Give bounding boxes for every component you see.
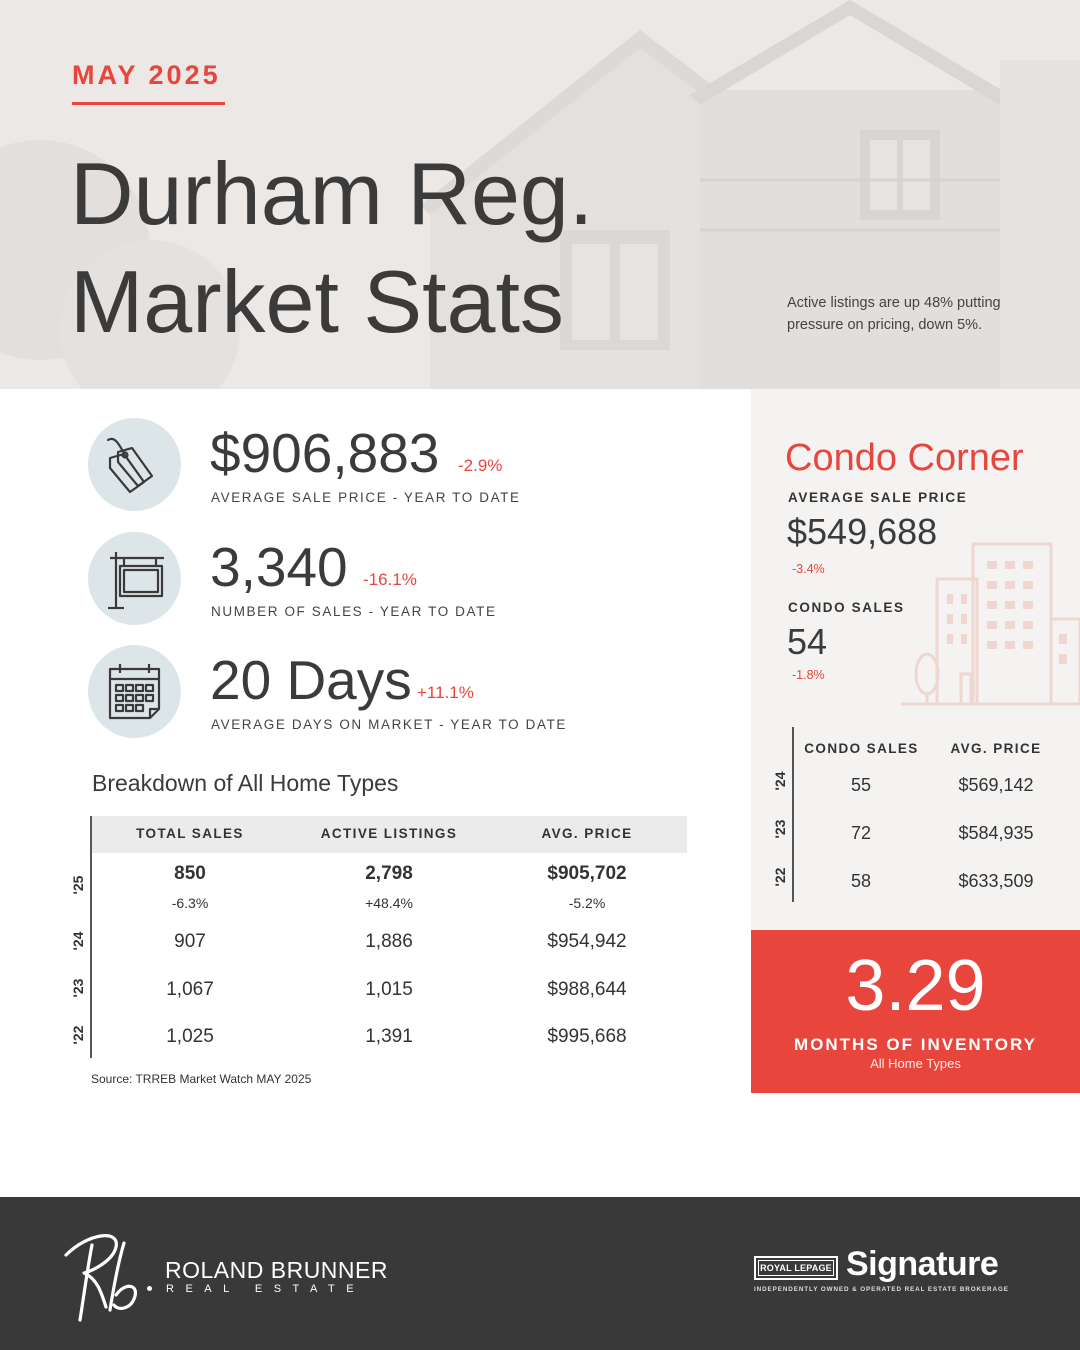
row-year-label: '24 — [772, 771, 788, 791]
table-cell: $988,644 — [547, 979, 627, 1000]
for-sale-sign-icon — [108, 552, 164, 610]
table-cell: 1,391 — [365, 1026, 413, 1047]
house-photo-background — [0, 0, 1080, 389]
month-underline — [72, 102, 225, 105]
kpi-average-sale-price: $906,883 -2.9% AVERAGE SALE PRICE - YEAR… — [88, 418, 688, 518]
row-year-label: '25 — [70, 875, 86, 895]
column-header-condo-sales: CONDO SALES — [804, 741, 919, 756]
kpi-label: NUMBER OF SALES - YEAR TO DATE — [211, 604, 497, 619]
condo-table-axis-line — [792, 727, 794, 902]
table-cell: $584,935 — [958, 823, 1034, 843]
breakdown-title: Breakdown of All Home Types — [92, 770, 399, 796]
kpi-icon-circle — [88, 418, 181, 511]
table-cell-change: -6.3% — [171, 895, 209, 911]
condo-corner-panel: Condo Corner AVERAGE SALE PRICE $549,688… — [751, 389, 1080, 930]
table-cell: $954,942 — [547, 931, 627, 952]
table-cell: 1,067 — [166, 979, 214, 1000]
kpi-change: -2.9% — [458, 456, 503, 475]
table-cell-change: -5.2% — [568, 895, 606, 911]
column-header-condo-avg-price: AVG. PRICE — [950, 741, 1042, 756]
inventory-label: MONTHS OF INVENTORY — [794, 1035, 1037, 1054]
kpi-change: +11.1% — [417, 683, 474, 702]
table-cell: 907 — [174, 931, 206, 952]
breakdown-axis-line — [90, 816, 92, 1058]
agent-name: ROLAND BRUNNER — [165, 1257, 388, 1283]
months-of-inventory-card: 3.29 MONTHS OF INVENTORY All Home Types — [751, 930, 1080, 1093]
page-title: Durham Reg. Market Stats — [70, 140, 593, 356]
row-year-label: '24 — [70, 931, 86, 951]
brokerage-tagline: INDEPENDENTLY OWNED & OPERATED REAL ESTA… — [754, 1286, 1009, 1293]
kpi-change: -16.1% — [363, 570, 417, 589]
logo-dot — [147, 1286, 152, 1291]
price-tag-icon — [106, 437, 154, 494]
condo-avg-price-value: $549,688 — [787, 511, 938, 552]
breakdown-table-header: TOTAL SALES ACTIVE LISTINGS AVG. PRICE — [92, 816, 687, 853]
row-year-label: '22 — [772, 867, 788, 887]
roland-brunner-logo — [64, 1234, 137, 1322]
table-cell: 58 — [850, 871, 872, 891]
table-cell: 55 — [850, 775, 872, 795]
row-year-label: '23 — [70, 978, 86, 998]
kpi-value: 3,340 — [210, 536, 348, 598]
table-cell: 850 — [174, 863, 206, 884]
title-line-2: Market Stats — [70, 252, 564, 351]
kpi-label: AVERAGE DAYS ON MARKET - YEAR TO DATE — [211, 717, 568, 732]
inventory-sublabel: All Home Types — [870, 1056, 961, 1071]
brokerage-name: Signature — [846, 1245, 999, 1283]
buildings-icon — [901, 542, 1080, 706]
inventory-value: 3.29 — [845, 946, 986, 1026]
condo-avg-price-label: AVERAGE SALE PRICE — [788, 490, 968, 505]
kpi-number-of-sales: 3,340 -16.1% NUMBER OF SALES - YEAR TO D… — [88, 532, 688, 632]
kpi-icon-circle — [88, 532, 181, 625]
kpi-label: AVERAGE SALE PRICE - YEAR TO DATE — [211, 490, 521, 505]
agent-subtitle: REAL ESTATE — [166, 1283, 366, 1295]
condo-sales-change: -1.8% — [792, 668, 825, 682]
column-header-active-listings: ACTIVE LISTINGS — [320, 826, 458, 841]
kpi-days-on-market: 20 Days +11.1% AVERAGE DAYS ON MARKET - … — [88, 645, 688, 745]
hero-banner: MAY 2025 Durham Reg. Market Stats Active… — [0, 0, 1080, 389]
royal-lepage-logo: ROYAL LEPAGE — [754, 1256, 838, 1280]
condo-sales-label: CONDO SALES — [788, 600, 905, 615]
table-cell: 1,886 — [365, 931, 413, 952]
table-cell: 1,025 — [166, 1026, 214, 1047]
table-cell: 2,798 — [365, 863, 413, 884]
footer: ROLAND BRUNNER REAL ESTATE ROYAL LEPAGE … — [0, 1197, 1080, 1350]
royal-lepage-wordmark: ROYAL LEPAGE — [760, 1263, 832, 1273]
kpi-value: 20 Days — [210, 649, 412, 711]
condo-sales-value: 54 — [787, 621, 828, 662]
row-year-label: '22 — [70, 1025, 86, 1045]
table-cell: $633,509 — [958, 871, 1034, 891]
calendar-icon — [108, 664, 161, 720]
title-line-1: Durham Reg. — [70, 144, 594, 243]
condo-corner-title: Condo Corner — [785, 437, 1024, 479]
table-cell: 1,015 — [365, 979, 413, 1000]
column-header-avg-price: AVG. PRICE — [541, 826, 633, 841]
table-cell-change: +48.4% — [365, 895, 413, 911]
source-citation: Source: TRREB Market Watch MAY 2025 — [91, 1072, 312, 1086]
kpi-value: $906,883 — [210, 422, 440, 484]
row-year-label: '23 — [772, 819, 788, 839]
condo-avg-price-change: -3.4% — [792, 562, 825, 576]
report-month: MAY 2025 — [72, 60, 221, 90]
table-cell: $569,142 — [958, 775, 1034, 795]
table-cell: 72 — [850, 823, 872, 843]
table-cell: $905,702 — [547, 863, 627, 884]
table-cell: $995,668 — [547, 1026, 627, 1047]
kpi-icon-circle — [88, 645, 181, 738]
column-header-total-sales: TOTAL SALES — [136, 826, 244, 841]
market-summary-note: Active listings are up 48% putting press… — [787, 295, 1001, 333]
